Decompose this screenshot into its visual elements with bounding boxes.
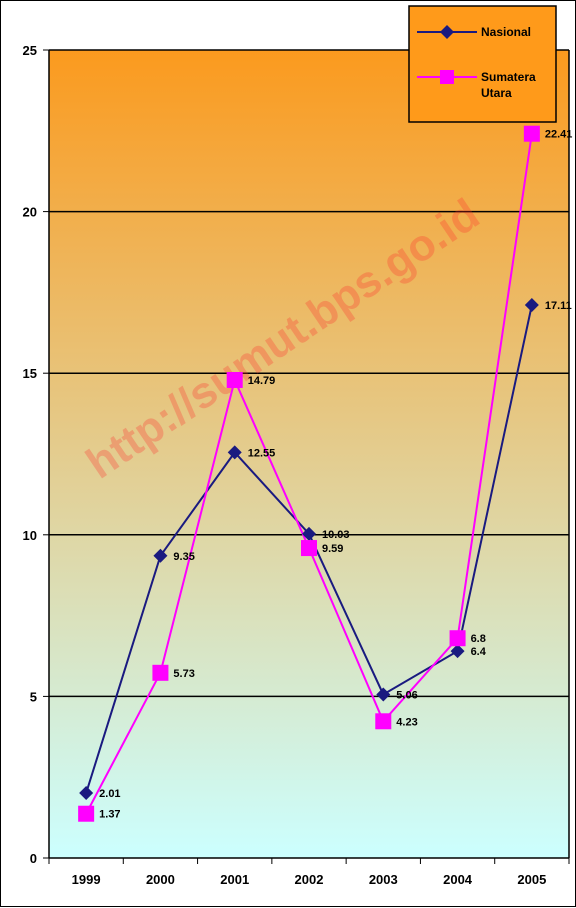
y-tick-label-20: 20 (23, 205, 37, 220)
data-label-nasional-2002: 10.03 (322, 529, 350, 541)
legend-marker-nasional (440, 25, 454, 39)
data-label-nasional-1999: 2.01 (99, 788, 120, 800)
x-tick-label-2004: 2004 (443, 872, 473, 887)
data-label-nasional-2001: 12.55 (248, 447, 276, 459)
legend-marker-sumut (440, 70, 454, 84)
marker-nasional-1999 (79, 786, 94, 801)
x-tick-label-2000: 2000 (146, 872, 175, 887)
y-tick-label-15: 15 (23, 366, 37, 381)
marker-sumatera-utara-1999 (78, 805, 95, 822)
marker-nasional-2005 (524, 298, 539, 313)
legend-label-nasional: Nasional (481, 25, 531, 39)
marker-sumatera-utara-2002 (301, 540, 317, 557)
x-tick-label-2002: 2002 (295, 872, 324, 887)
marker-nasional-2003 (376, 687, 391, 702)
marker-nasional-2002 (302, 526, 316, 541)
y-tick-label-5: 5 (30, 689, 37, 704)
legend-box (408, 5, 557, 123)
marker-sumatera-utara-2003 (375, 713, 392, 730)
y-tick-label-0: 0 (30, 851, 37, 866)
legend: Nasional Sumatera Utara (408, 5, 557, 123)
data-label-sumatera-utara-2001: 14.79 (248, 375, 276, 387)
x-tick-label-1999: 1999 (72, 872, 101, 887)
marker-nasional-2004 (450, 644, 465, 659)
x-tick-label-2001: 2001 (220, 872, 249, 887)
x-tick-label-2005: 2005 (517, 872, 546, 887)
marker-nasional-2000 (153, 548, 168, 563)
legend-label-sumut: Sumatera Utara (481, 70, 539, 100)
data-label-sumatera-utara-1999: 1.37 (99, 809, 120, 821)
y-tick-label-25: 25 (23, 43, 37, 58)
x-tick-label-2003: 2003 (369, 872, 398, 887)
data-label-sumatera-utara-2005: 22.41 (545, 129, 573, 141)
plot-area-background (49, 50, 569, 858)
data-label-nasional-2004: 6.4 (471, 646, 487, 658)
data-label-sumatera-utara-2002: 9.59 (322, 543, 343, 555)
data-label-nasional-2005: 17.11 (545, 300, 572, 312)
data-label-nasional-2003: 5.06 (396, 689, 417, 701)
data-label-sumatera-utara-2000: 5.73 (173, 668, 194, 680)
data-label-nasional-2000: 9.35 (173, 551, 194, 563)
marker-sumatera-utara-2005 (523, 125, 540, 142)
y-tick-label-10: 10 (23, 528, 37, 543)
marker-sumatera-utara-2001 (226, 371, 243, 388)
marker-sumatera-utara-2004 (449, 630, 466, 647)
data-label-sumatera-utara-2003: 4.23 (396, 716, 417, 728)
marker-nasional-2001 (227, 445, 242, 460)
data-label-sumatera-utara-2004: 6.8 (471, 633, 486, 645)
marker-sumatera-utara-2000 (152, 664, 169, 681)
